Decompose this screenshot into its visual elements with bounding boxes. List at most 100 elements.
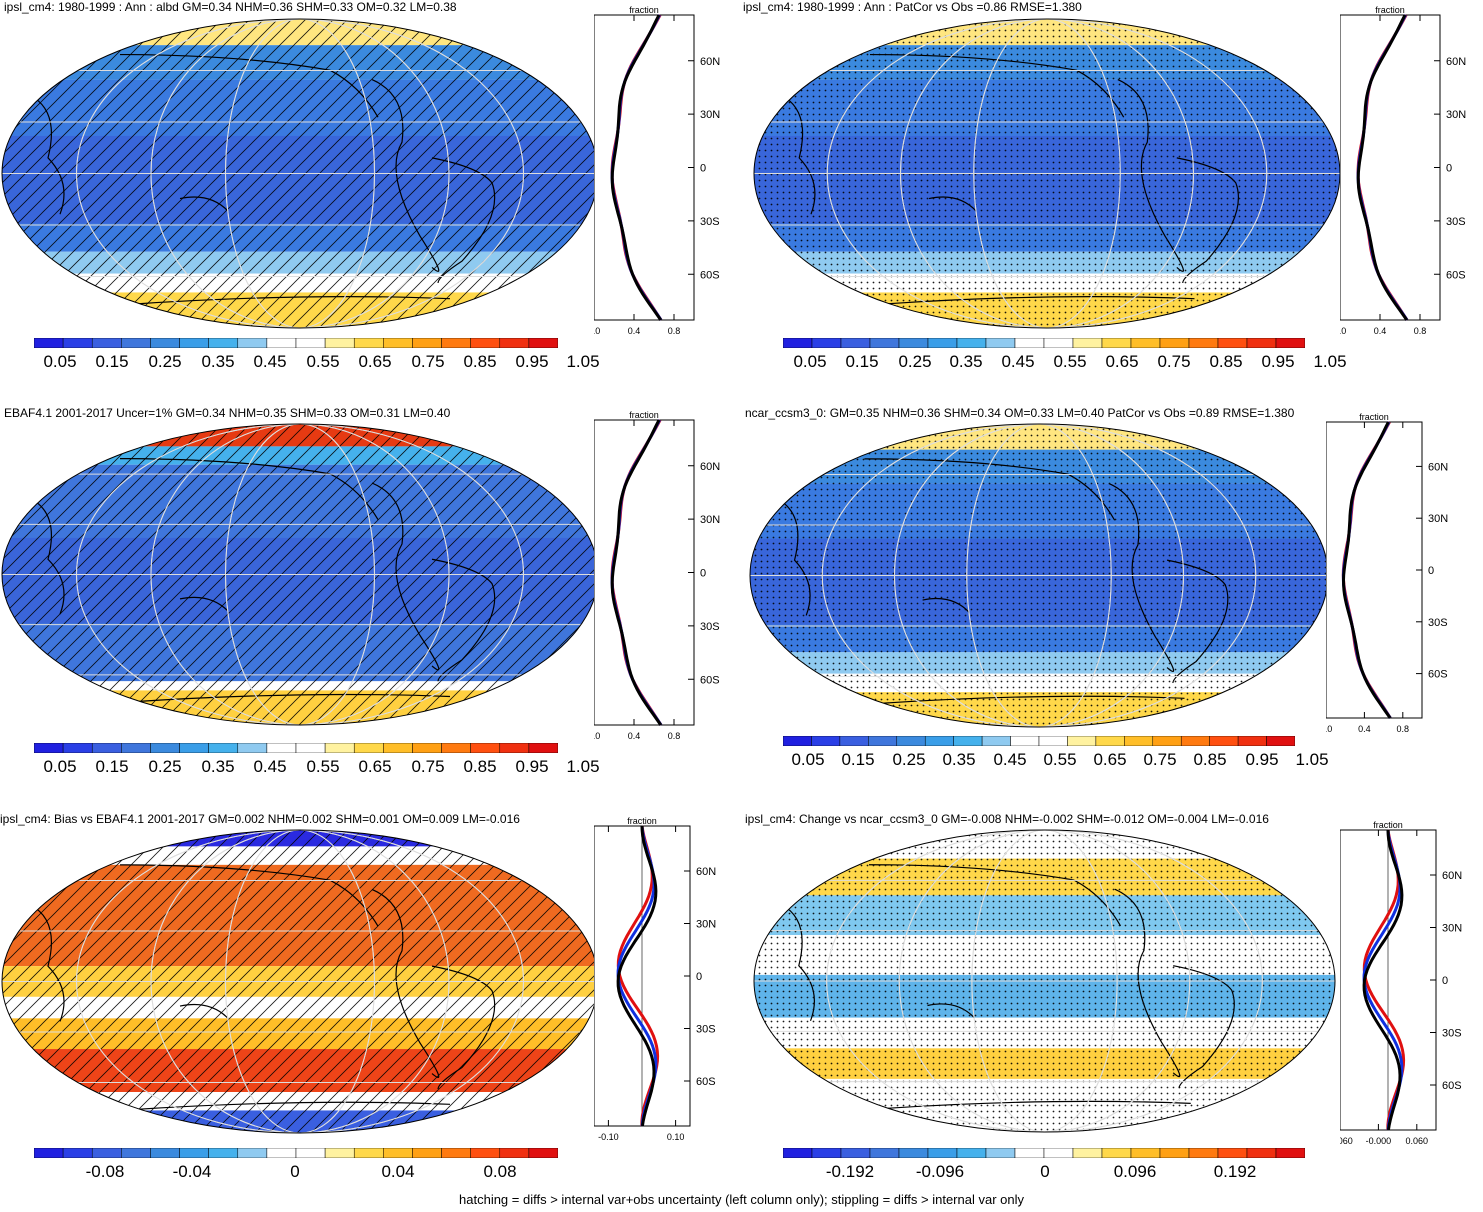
zonal-x-tick-label: -0.060	[1340, 1136, 1353, 1146]
map-panel	[1, 423, 599, 726]
colorbar-label: -0.08	[85, 1162, 125, 1181]
colorbar-label: 0.05	[43, 757, 77, 776]
colorbar-label: 0.45	[993, 750, 1027, 769]
lat-tick-label: 30S	[1442, 1028, 1462, 1040]
zonal-mean-plot: fraction 60N 30N 0 30S 60S -0.10 0.10	[594, 816, 716, 1142]
zonal-mean-plot: fraction 60N 30N 0 30S 60S 0.0 0.4 0.8	[594, 5, 720, 336]
lat-tick-label: 0	[696, 971, 702, 983]
colorbar-label: 0.15	[845, 352, 879, 371]
zonal-x-tick-label: 0.0	[594, 731, 600, 741]
colorbar-label: 0.25	[148, 352, 182, 371]
colorbar-label: 0.192	[1213, 1162, 1257, 1181]
zonal-x-tick-label: 0.10	[667, 1132, 685, 1142]
lat-tick-label: 60N	[1442, 870, 1462, 882]
colorbar-label: 0.95	[515, 352, 549, 371]
zonal-axis-label: fraction	[629, 410, 659, 420]
colorbar-label: 1.05	[1295, 750, 1329, 769]
lat-tick-label: 30N	[1446, 109, 1466, 121]
colorbar-label: 0.65	[1105, 352, 1139, 371]
colorbar-label: 0.55	[306, 352, 340, 371]
zonal-x-tick-label: 0.4	[628, 731, 641, 741]
zonal-axis-label: fraction	[1359, 412, 1389, 422]
lat-tick-label: 30S	[1446, 216, 1466, 228]
lat-tick-label: 30S	[696, 1024, 716, 1036]
zonal-mean-plot: fraction 60N 30N 0 30S 60S 0.0 0.4 0.8	[1326, 412, 1448, 734]
colorbar-label: 0	[1040, 1162, 1050, 1181]
colorbar-label: 0.25	[892, 750, 926, 769]
colorbar-label: 0.85	[463, 757, 497, 776]
zonal-x-tick-label: 0.0	[1326, 724, 1332, 734]
colorbar-label: -0.04	[172, 1162, 212, 1181]
zonal-x-tick-label: 0.8	[668, 326, 681, 336]
zonal-mean-line	[1362, 829, 1404, 1131]
colorbar-label: 0.75	[1157, 352, 1191, 371]
colorbar-label: 0.75	[411, 757, 445, 776]
colorbar-label: 0.096	[1113, 1162, 1157, 1181]
lat-tick-label: 0	[1446, 163, 1452, 175]
zonal-mean-line	[616, 825, 658, 1127]
zonal-x-tick-label: 0.8	[668, 731, 681, 741]
zonal-x-tick-label: 0.8	[1397, 724, 1410, 734]
lat-tick-label: 60S	[700, 674, 720, 686]
map-panel	[753, 829, 1336, 1133]
lat-tick-label: 0	[1428, 565, 1434, 577]
colorbar-label: 0.04	[381, 1162, 415, 1181]
colorbar-label: 0.05	[43, 352, 77, 371]
colorbar-label: 0.85	[1193, 750, 1227, 769]
colorbar-label: 0.95	[515, 757, 549, 776]
colorbar-label: 0.25	[148, 757, 182, 776]
colorbar-label: 0.95	[1245, 750, 1279, 769]
colorbar-label: 0.35	[942, 750, 976, 769]
panel-title: ipsl_cm4: 1980-1999 : Ann : albd GM=0.34…	[4, 0, 457, 14]
colorbar-label: 0.85	[1209, 352, 1243, 371]
colorbar-label: 0.35	[949, 352, 983, 371]
zonal-axis-label: fraction	[1375, 5, 1405, 15]
colorbar-label: 0.55	[306, 757, 340, 776]
colorbar-label: 0.65	[358, 352, 392, 371]
lat-tick-label: 30S	[1428, 617, 1448, 629]
zonal-axis-label: fraction	[627, 816, 657, 826]
lat-tick-label: 30N	[700, 514, 720, 526]
zonal-mean-line	[610, 14, 663, 321]
zonal-x-tick-label: 0.0	[594, 326, 600, 336]
colorbar-label: -0.192	[825, 1162, 875, 1181]
colorbar-label: 0.15	[95, 757, 129, 776]
lat-tick-label: 60N	[1446, 56, 1466, 68]
colorbar-label: 0.55	[1053, 352, 1087, 371]
colorbar-label: 1.05	[566, 757, 600, 776]
lat-tick-label: 0	[1442, 975, 1448, 987]
zonal-x-tick-label: 0.8	[1414, 326, 1427, 336]
map-panel	[753, 18, 1341, 329]
lat-tick-label: 60S	[700, 269, 720, 281]
panel-title: ipsl_cm4: 1980-1999 : Ann : PatCor vs Ob…	[743, 0, 1082, 14]
lat-tick-label: 30N	[696, 919, 716, 931]
colorbar	[34, 1148, 558, 1158]
colorbar-label: 0.65	[358, 757, 392, 776]
map-panel	[749, 423, 1329, 728]
zonal-x-tick-label: -0.000	[1366, 1136, 1392, 1146]
lat-tick-label: 60N	[700, 461, 720, 473]
colorbar-label: 0.05	[791, 750, 825, 769]
colorbar-label: -0.096	[915, 1162, 965, 1181]
panel-title: ipsl_cm4: Change vs ncar_ccsm3_0 GM=-0.0…	[745, 812, 1269, 826]
colorbar	[34, 338, 558, 348]
zonal-mean-line	[1341, 421, 1392, 719]
colorbar-label: 0.75	[411, 352, 445, 371]
zonal-x-tick-label: 0.4	[628, 326, 641, 336]
lat-tick-label: 0	[700, 568, 706, 580]
colorbar-label: 0	[290, 1162, 300, 1181]
zonal-axis-label: fraction	[1373, 820, 1403, 830]
colorbar-label: 0.85	[463, 352, 497, 371]
colorbar-label: 0.45	[253, 352, 287, 371]
lat-tick-label: 60N	[700, 56, 720, 68]
panel-title: ipsl_cm4: Bias vs EBAF4.1 2001-2017 GM=0…	[0, 812, 520, 826]
colorbar-label: 1.05	[566, 352, 600, 371]
zonal-mean-plot: fraction 60N 30N 0 30S 60S -0.060 -0.000 0.060	[1340, 820, 1462, 1146]
zonal-x-tick-label: 0.0	[1340, 326, 1346, 336]
zonal-mean-plot: fraction 60N 30N 0 30S 60S 0.0 0.4 0.8	[594, 410, 720, 741]
zonal-x-tick-label: 0.4	[1374, 326, 1387, 336]
colorbar-label: 0.08	[483, 1162, 517, 1181]
panel-title: ncar_ccsm3_0: GM=0.35 NHM=0.36 SHM=0.34 …	[745, 406, 1295, 420]
colorbar-label: 0.75	[1143, 750, 1177, 769]
colorbar-label: 0.55	[1043, 750, 1077, 769]
